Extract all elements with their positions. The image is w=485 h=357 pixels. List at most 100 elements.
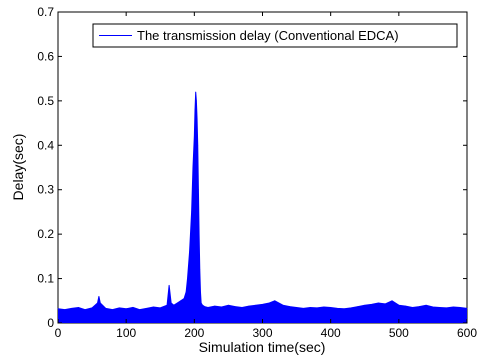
series-point — [282, 304, 284, 306]
series-point — [204, 306, 205, 307]
series-point — [139, 309, 141, 311]
series-point — [377, 302, 379, 304]
series-point — [207, 307, 209, 308]
series-point — [194, 109, 196, 111]
series-point — [105, 307, 107, 309]
series-point — [71, 307, 73, 309]
series-point — [185, 291, 187, 293]
series-point — [405, 305, 407, 307]
series-point — [198, 189, 199, 191]
ticks-layer: 0 100 200 300 400 500 600 0 0.1 0.2 0.3 0.4 0.5 0.6 0.… — [37, 5, 477, 340]
series-point — [173, 304, 175, 306]
series-point — [183, 298, 185, 299]
series-point — [296, 307, 297, 308]
series-layer — [57, 91, 468, 323]
series-point — [228, 304, 229, 306]
series-fill-0 — [58, 91, 467, 323]
series-point — [323, 306, 325, 308]
series-point — [432, 306, 434, 308]
y-tick-label: 0.4 — [37, 138, 54, 152]
series-point — [241, 307, 243, 308]
series-point — [98, 295, 100, 297]
series-point — [391, 300, 393, 302]
series-point — [78, 307, 79, 308]
series-point — [187, 278, 188, 279]
series-point — [132, 307, 134, 308]
x-tick-label: 300 — [252, 326, 272, 340]
series-point — [466, 307, 468, 309]
x-tick-label: 600 — [457, 326, 477, 340]
series-point — [337, 307, 338, 309]
plot-area — [57, 11, 468, 324]
series-line-0 — [57, 91, 468, 311]
series-point — [191, 211, 193, 213]
series-point — [192, 167, 194, 168]
y-tick-label: 0.5 — [37, 94, 54, 108]
series-point — [452, 306, 454, 308]
y-axis-label: Delay(sec) — [10, 134, 26, 201]
series-point — [214, 305, 216, 307]
series-point — [196, 118, 198, 120]
y-tick-label: 0 — [47, 316, 54, 330]
series-point — [84, 309, 86, 311]
series-point — [371, 303, 372, 305]
series-point — [398, 304, 400, 306]
series-point — [168, 284, 170, 286]
y-tick-label: 0.3 — [37, 183, 54, 197]
series-point — [200, 291, 201, 293]
series-point — [195, 100, 197, 102]
series-point — [159, 307, 161, 309]
legend: The transmission delay (Conventional EDC… — [92, 23, 458, 48]
series-point — [316, 307, 318, 309]
series-point — [112, 309, 113, 311]
series-point — [459, 307, 461, 308]
x-axis-label: Simulation time(sec) — [199, 339, 326, 355]
series-point — [193, 136, 195, 137]
y-tick-label: 0.6 — [37, 49, 54, 63]
series-point — [176, 302, 178, 304]
series-point — [146, 307, 148, 309]
series-point — [350, 307, 352, 309]
series-point — [357, 306, 359, 307]
series-point — [202, 304, 203, 306]
series-point — [330, 307, 332, 308]
series-point — [384, 303, 386, 305]
series-point — [439, 307, 441, 308]
series-point — [412, 307, 413, 308]
series-point — [289, 306, 291, 307]
legend-label: The transmission delay (Conventional EDC… — [137, 28, 399, 43]
series-point — [153, 306, 154, 308]
series-point — [57, 308, 59, 310]
series-point — [198, 233, 200, 235]
y-tick-label: 0.1 — [37, 272, 54, 286]
y-tick-label: 0.7 — [37, 5, 54, 19]
series-point — [195, 91, 197, 93]
y-tick-label: 0.2 — [37, 227, 54, 241]
x-tick-label: 200 — [184, 326, 204, 340]
series-point — [64, 309, 66, 311]
series-point — [418, 306, 420, 307]
series-point — [343, 308, 345, 310]
series-point — [180, 300, 182, 302]
x-tick-label: 500 — [389, 326, 409, 340]
series-point — [125, 308, 127, 310]
series-point — [199, 269, 201, 271]
legend-box — [92, 23, 458, 48]
series-point — [274, 300, 276, 302]
series-point — [166, 304, 168, 306]
series-point — [91, 307, 93, 309]
series-point — [170, 302, 172, 304]
series-point — [118, 307, 120, 309]
series-point — [99, 302, 101, 304]
x-tick-label: 0 — [55, 326, 62, 340]
series-point — [234, 306, 236, 307]
series-point — [200, 302, 202, 304]
series-point — [97, 302, 98, 304]
series-point — [268, 302, 270, 304]
series-point — [425, 304, 427, 306]
series-point — [446, 307, 447, 309]
series-point — [189, 251, 190, 253]
x-tick-label: 100 — [116, 326, 136, 340]
series-point — [303, 307, 304, 309]
series-point — [255, 304, 257, 306]
